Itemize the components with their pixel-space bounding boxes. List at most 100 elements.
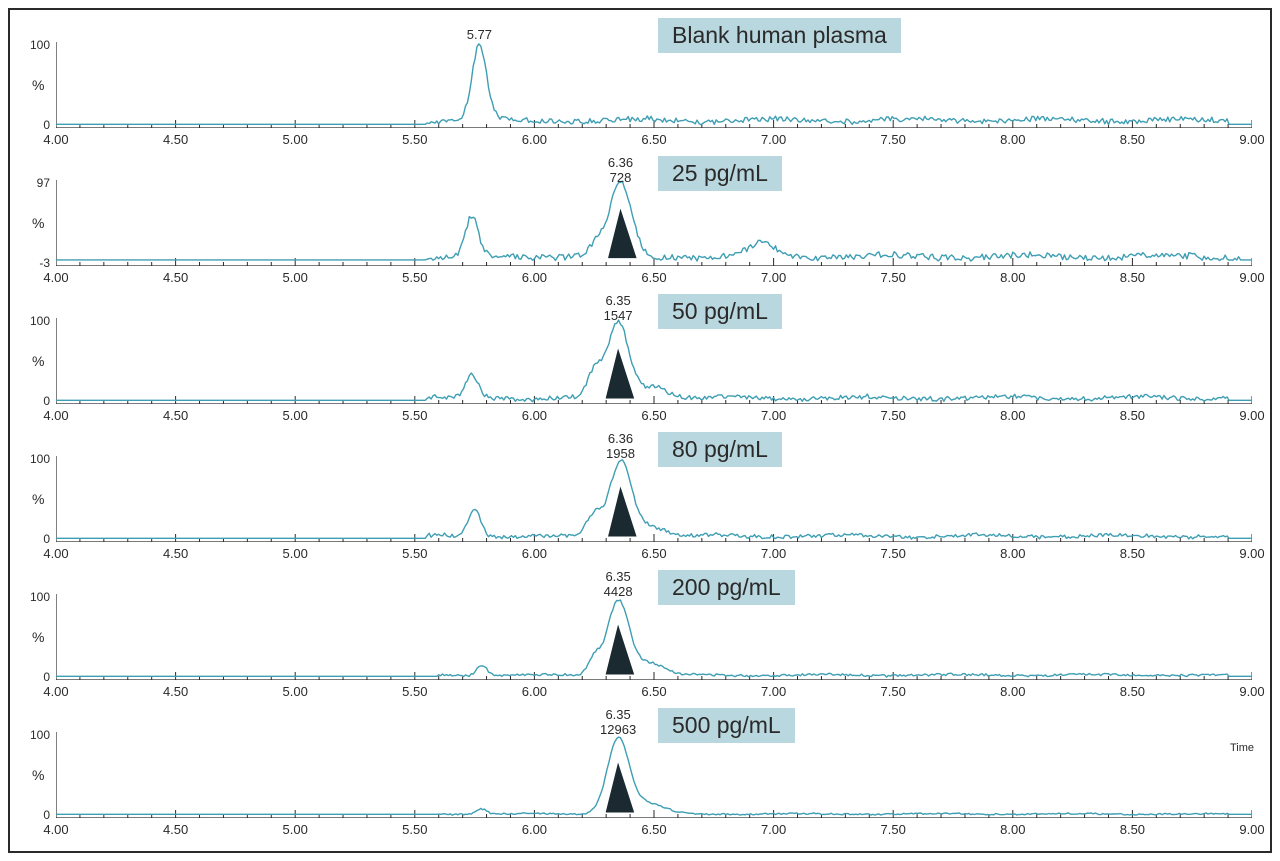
chromatogram-stack: %10004.004.505.005.506.006.507.007.508.0… <box>8 8 1272 853</box>
peak-area: 12963 <box>600 723 636 738</box>
chromatogram-panel: %10004.004.505.005.506.006.507.007.508.0… <box>18 432 1258 566</box>
peak-rt: 6.35 <box>604 294 633 309</box>
x-tick-label: 7.50 <box>881 408 906 423</box>
x-tick-label: 8.00 <box>1000 132 1025 147</box>
x-tick-label: 9.00 <box>1239 270 1264 285</box>
sample-label-badge: 500 pg/mL <box>658 708 795 743</box>
x-tick-label: 8.00 <box>1000 408 1025 423</box>
plot-area: %10004.004.505.005.506.006.507.007.508.0… <box>56 42 1252 128</box>
x-tick-label: 7.50 <box>881 270 906 285</box>
chromatogram-svg <box>56 318 1252 404</box>
integrated-peak-fill <box>606 764 633 812</box>
chromatogram-svg <box>56 180 1252 266</box>
y-axis-label: % <box>32 77 44 93</box>
x-tick-label: 5.00 <box>283 408 308 423</box>
x-tick-label: 9.00 <box>1239 132 1264 147</box>
chromatogram-trace <box>56 320 1252 402</box>
x-tick-label: 6.00 <box>522 408 547 423</box>
x-tick-label: 5.00 <box>283 270 308 285</box>
peak-area: 728 <box>608 171 633 186</box>
integrated-peak-fill <box>609 488 636 536</box>
x-tick-label: 6.00 <box>522 684 547 699</box>
x-tick-label: 7.00 <box>761 684 786 699</box>
x-tick-label: 5.50 <box>402 822 427 837</box>
sample-label-badge: 80 pg/mL <box>658 432 782 467</box>
y-axis-label: % <box>32 491 44 507</box>
peak-area: 1958 <box>606 447 635 462</box>
y-tick-bottom: -3 <box>39 256 50 270</box>
plot-area: %97-34.004.505.005.506.006.507.007.508.0… <box>56 180 1252 266</box>
chromatogram-trace <box>56 600 1252 677</box>
x-tick-label: 4.50 <box>163 684 188 699</box>
x-tick-label: 7.50 <box>881 546 906 561</box>
sample-label-badge: 200 pg/mL <box>658 570 795 605</box>
x-tick-label: 6.50 <box>641 132 666 147</box>
x-tick-label: 5.50 <box>402 132 427 147</box>
chromatogram-trace <box>56 181 1252 261</box>
x-tick-label: 6.50 <box>641 270 666 285</box>
x-tick-label: 5.50 <box>402 546 427 561</box>
plot-area: %10004.004.505.005.506.006.507.007.508.0… <box>56 594 1252 680</box>
chromatogram-trace <box>56 737 1252 815</box>
y-axis-label: % <box>32 767 44 783</box>
chromatogram-svg <box>56 732 1252 818</box>
y-tick-bottom: 0 <box>43 670 50 684</box>
x-tick-label: 6.00 <box>522 132 547 147</box>
x-tick-label: 6.00 <box>522 822 547 837</box>
x-tick-label: 5.50 <box>402 684 427 699</box>
peak-rt: 6.36 <box>608 156 633 171</box>
x-tick-label: 6.50 <box>641 408 666 423</box>
peak-annotation: 6.36728 <box>608 156 633 186</box>
x-tick-label: 6.50 <box>641 684 666 699</box>
peak-rt: 5.77 <box>467 28 492 43</box>
peak-rt: 6.35 <box>604 570 633 585</box>
chromatogram-svg <box>56 594 1252 680</box>
chromatogram-panel: %10004.004.505.005.506.006.507.007.508.0… <box>18 294 1258 428</box>
integrated-peak-fill <box>606 626 633 674</box>
peak-annotation: 6.3512963 <box>600 708 636 738</box>
integrated-peak-fill <box>609 210 636 257</box>
peak-annotation: 6.361958 <box>606 432 635 462</box>
x-tick-label: 9.00 <box>1239 408 1264 423</box>
y-tick-top: 100 <box>30 38 50 52</box>
x-tick-label: 8.50 <box>1120 684 1145 699</box>
y-tick-top: 100 <box>30 728 50 742</box>
x-tick-label: 5.50 <box>402 270 427 285</box>
plot-area: %10004.004.505.005.506.006.507.007.508.0… <box>56 732 1252 818</box>
y-axis-label: % <box>32 629 44 645</box>
sample-label-badge: Blank human plasma <box>658 18 901 53</box>
chromatogram-svg <box>56 456 1252 542</box>
x-tick-label: 7.00 <box>761 546 786 561</box>
y-tick-bottom: 0 <box>43 808 50 822</box>
x-tick-label: 8.00 <box>1000 546 1025 561</box>
integrated-peak-fill <box>606 350 633 398</box>
x-tick-label: 7.50 <box>881 822 906 837</box>
x-tick-label: 8.50 <box>1120 546 1145 561</box>
x-tick-label: 7.50 <box>881 684 906 699</box>
x-tick-label: 8.50 <box>1120 270 1145 285</box>
x-tick-label: 7.00 <box>761 132 786 147</box>
x-tick-label: 4.00 <box>43 270 68 285</box>
x-tick-label: 9.00 <box>1239 546 1264 561</box>
plot-area: %10004.004.505.005.506.006.507.007.508.0… <box>56 456 1252 542</box>
y-tick-top: 100 <box>30 314 50 328</box>
x-tick-label: 4.00 <box>43 408 68 423</box>
chromatogram-trace <box>56 460 1252 539</box>
x-tick-label: 8.00 <box>1000 684 1025 699</box>
peak-annotation: 6.354428 <box>604 570 633 600</box>
x-tick-label: 6.50 <box>641 822 666 837</box>
x-tick-label: 8.50 <box>1120 822 1145 837</box>
chromatogram-svg <box>56 42 1252 128</box>
x-tick-label: 7.00 <box>761 822 786 837</box>
x-tick-label: 7.00 <box>761 270 786 285</box>
x-tick-label: 5.00 <box>283 822 308 837</box>
x-tick-label: 7.00 <box>761 408 786 423</box>
y-tick-bottom: 0 <box>43 118 50 132</box>
x-tick-label: 4.50 <box>163 822 188 837</box>
peak-annotation: 5.77 <box>467 28 492 43</box>
x-tick-label: 4.00 <box>43 684 68 699</box>
chromatogram-panel: %10004.004.505.005.506.006.507.007.508.0… <box>18 18 1258 152</box>
sample-label-badge: 50 pg/mL <box>658 294 782 329</box>
x-tick-label: 4.50 <box>163 270 188 285</box>
x-tick-label: 4.50 <box>163 546 188 561</box>
